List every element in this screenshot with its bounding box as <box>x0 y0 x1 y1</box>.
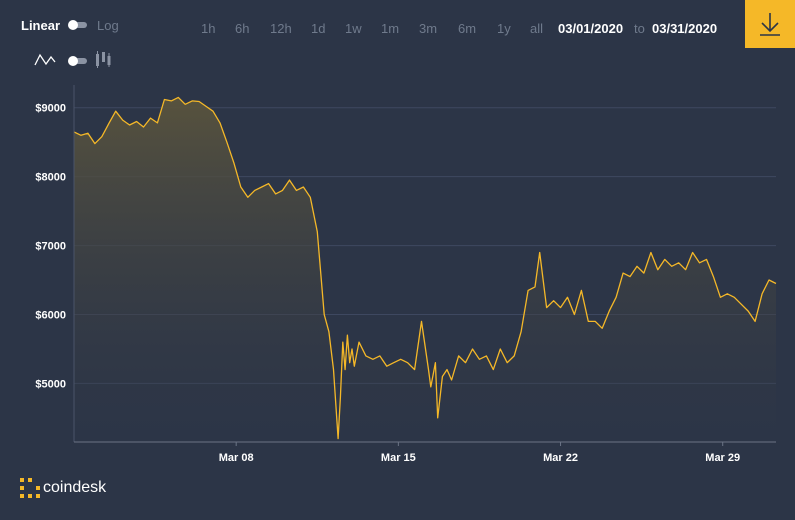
date-from-input[interactable]: 03/01/2020 <box>558 21 624 36</box>
range-1w-button[interactable]: 1w <box>345 21 362 36</box>
range-6h-button[interactable]: 6h <box>235 21 250 36</box>
date-to-separator: to <box>634 21 645 36</box>
coindesk-logo-icon <box>20 478 40 498</box>
x-tick-label: Mar 15 <box>381 452 416 464</box>
scale-linear-label[interactable]: Linear <box>21 18 61 33</box>
chart-type-toggle[interactable] <box>68 56 87 66</box>
date-to-input[interactable]: 03/31/2020 <box>652 21 718 36</box>
range-1y-button[interactable]: 1y <box>497 21 511 36</box>
range-1d-button[interactable]: 1d <box>311 21 326 36</box>
price-line <box>73 96 777 440</box>
scale-toggle-knob <box>68 20 78 30</box>
candlestick-icon[interactable] <box>95 50 111 68</box>
range-1h-button[interactable]: 1h <box>201 21 216 36</box>
download-button[interactable] <box>745 0 795 48</box>
line-chart-icon[interactable] <box>34 53 56 67</box>
download-icon <box>760 13 780 36</box>
scale-toggle[interactable] <box>68 20 87 30</box>
x-tick-label: Mar 22 <box>543 452 578 464</box>
y-tick-label: $8000 <box>35 172 66 184</box>
x-tick-label: Mar 29 <box>705 452 740 464</box>
range-6m-button[interactable]: 6m <box>458 21 477 36</box>
chart-type-toggle-knob <box>68 56 78 66</box>
y-tick-label: $5000 <box>35 378 66 390</box>
range-3m-button[interactable]: 3m <box>419 21 438 36</box>
y-tick-label: $6000 <box>35 310 66 322</box>
scale-log-label[interactable]: Log <box>97 18 119 33</box>
range-12h-button[interactable]: 12h <box>270 21 292 36</box>
y-tick-label: $7000 <box>35 241 66 253</box>
range-all-button[interactable]: all <box>530 21 544 36</box>
x-tick-label: Mar 08 <box>219 452 254 464</box>
price-area-fill <box>74 97 776 443</box>
coindesk-brand-text: coindesk <box>43 479 107 496</box>
range-1m-button[interactable]: 1m <box>381 21 400 36</box>
y-tick-label: $9000 <box>35 103 66 115</box>
